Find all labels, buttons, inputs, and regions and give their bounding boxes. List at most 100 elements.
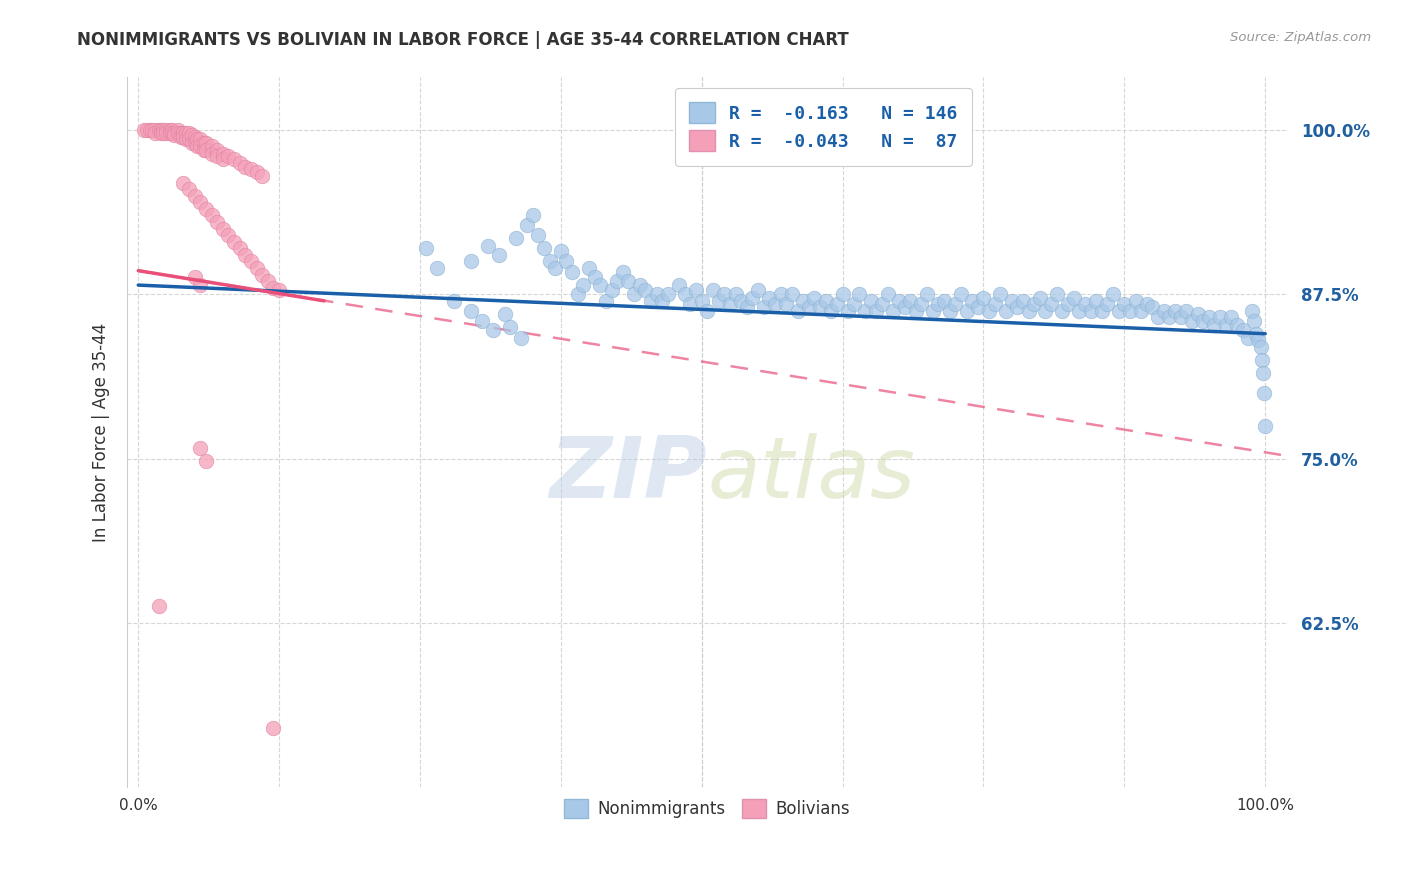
Point — [1057, 296, 1080, 310]
Point — [183, 188, 205, 202]
Point — [155, 126, 177, 140]
Point — [1119, 304, 1142, 318]
Point — [572, 278, 595, 293]
Point — [477, 238, 499, 252]
Point — [482, 323, 505, 337]
Point — [200, 209, 222, 223]
Point — [194, 454, 217, 468]
Point — [842, 296, 865, 310]
Point — [211, 146, 233, 161]
Point — [910, 296, 932, 310]
Point — [163, 128, 186, 143]
Point — [713, 287, 735, 301]
Point — [1226, 318, 1249, 332]
Point — [1175, 304, 1198, 318]
Point — [1237, 331, 1260, 345]
Point — [865, 304, 887, 318]
Point — [1164, 304, 1187, 318]
Point — [1254, 418, 1277, 433]
Point — [752, 301, 775, 315]
Point — [1187, 307, 1209, 321]
Point — [188, 278, 211, 293]
Point — [544, 260, 567, 275]
Point — [679, 296, 702, 310]
Point — [252, 169, 274, 183]
Point — [1029, 291, 1052, 305]
Point — [780, 287, 803, 301]
Point — [205, 215, 228, 229]
Point — [143, 126, 166, 140]
Point — [211, 221, 233, 235]
Point — [1074, 296, 1097, 310]
Point — [623, 287, 645, 301]
Point — [1198, 310, 1220, 324]
Point — [651, 293, 673, 308]
Point — [859, 293, 882, 308]
Point — [245, 165, 267, 179]
Point — [583, 270, 606, 285]
Point — [808, 301, 831, 315]
Point — [668, 278, 690, 293]
Point — [1240, 304, 1263, 318]
Point — [200, 138, 222, 153]
Point — [174, 132, 197, 146]
Point — [1170, 310, 1192, 324]
Point — [747, 284, 769, 298]
Point — [640, 293, 662, 308]
Point — [994, 304, 1017, 318]
Point — [211, 152, 233, 166]
Point — [263, 281, 285, 295]
Point — [792, 293, 814, 308]
Point — [522, 209, 544, 223]
Point — [870, 296, 893, 310]
Point — [853, 304, 876, 318]
Point — [186, 138, 208, 153]
Point — [904, 304, 927, 318]
Point — [188, 138, 211, 153]
Point — [505, 231, 527, 245]
Point — [1035, 304, 1057, 318]
Point — [645, 287, 668, 301]
Point — [245, 260, 267, 275]
Point — [193, 143, 215, 157]
Point — [848, 287, 870, 301]
Point — [1018, 304, 1040, 318]
Point — [1001, 293, 1024, 308]
Point — [159, 126, 181, 140]
Point — [183, 270, 205, 285]
Point — [595, 293, 617, 308]
Point — [1012, 293, 1035, 308]
Point — [183, 129, 205, 144]
Point — [1091, 304, 1114, 318]
Point — [578, 260, 600, 275]
Point — [141, 123, 163, 137]
Point — [205, 143, 228, 157]
Point — [499, 320, 522, 334]
Point — [876, 287, 898, 301]
Point — [972, 291, 994, 305]
Point — [155, 123, 177, 137]
Point — [617, 274, 640, 288]
Point — [938, 304, 960, 318]
Point — [527, 228, 550, 243]
Point — [966, 301, 988, 315]
Point — [233, 248, 256, 262]
Point — [702, 284, 724, 298]
Point — [1125, 293, 1147, 308]
Point — [1181, 313, 1204, 327]
Point — [1215, 318, 1237, 332]
Point — [634, 284, 657, 298]
Point — [186, 132, 208, 146]
Point — [1253, 385, 1275, 400]
Point — [170, 129, 193, 144]
Point — [685, 284, 707, 298]
Point — [1153, 304, 1175, 318]
Point — [589, 278, 612, 293]
Text: atlas: atlas — [707, 434, 915, 516]
Point — [132, 123, 155, 137]
Point — [1251, 366, 1274, 380]
Point — [174, 126, 197, 140]
Point — [1085, 293, 1108, 308]
Point — [163, 126, 186, 140]
Text: ZIP: ZIP — [550, 434, 707, 516]
